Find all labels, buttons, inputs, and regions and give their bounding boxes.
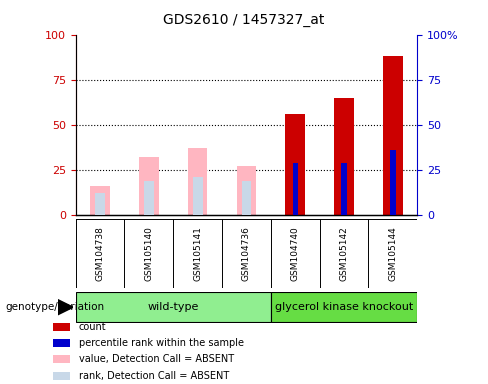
Text: GSM104738: GSM104738 [96,226,104,281]
Bar [390,150,396,215]
Bar [53,339,70,347]
Text: glycerol kinase knockout: glycerol kinase knockout [275,302,413,312]
Text: percentile rank within the sample: percentile rank within the sample [79,338,244,348]
Text: GSM105142: GSM105142 [340,226,348,281]
Text: GSM104740: GSM104740 [291,226,300,281]
Bar [53,323,70,331]
Bar [139,157,159,215]
Text: value, Detection Call = ABSENT: value, Detection Call = ABSENT [79,354,234,364]
Bar [383,56,403,215]
Bar [144,181,154,215]
Text: rank, Detection Call = ABSENT: rank, Detection Call = ABSENT [79,371,229,381]
Bar [193,177,203,215]
Bar [334,98,354,215]
Polygon shape [58,300,73,315]
Text: wild-type: wild-type [147,302,199,312]
Bar [285,114,305,215]
Text: GSM105144: GSM105144 [388,226,397,281]
Bar [90,186,110,215]
Text: count: count [79,322,106,332]
Text: GSM104736: GSM104736 [242,226,251,281]
Bar [292,163,298,215]
Bar [242,181,251,215]
Bar [237,166,256,215]
FancyBboxPatch shape [76,293,271,322]
Text: GSM105140: GSM105140 [144,226,153,281]
Bar [341,163,347,215]
Bar [188,148,207,215]
Bar [95,194,105,215]
Text: GDS2610 / 1457327_at: GDS2610 / 1457327_at [163,13,325,27]
Text: GSM105141: GSM105141 [193,226,202,281]
FancyBboxPatch shape [271,293,417,322]
Bar [53,355,70,363]
Text: genotype/variation: genotype/variation [5,302,104,312]
Bar [53,372,70,379]
